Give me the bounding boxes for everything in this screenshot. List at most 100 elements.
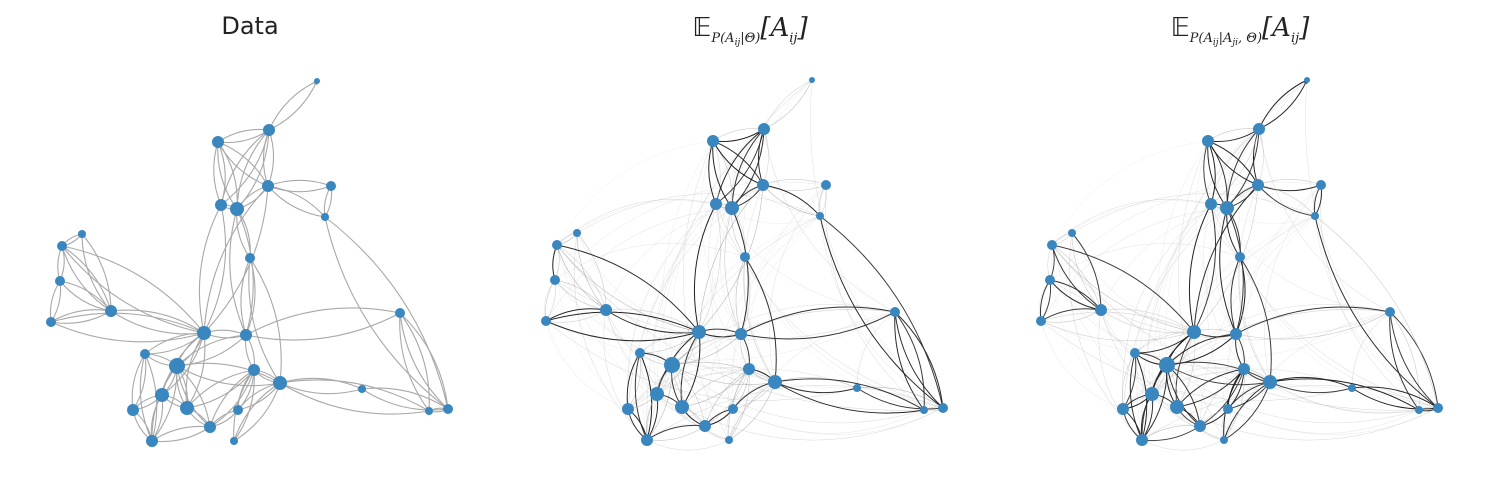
graph-node [821, 180, 831, 190]
graph-edge [712, 140, 721, 205]
graph-node [664, 357, 680, 373]
faint-edge [704, 215, 821, 427]
graph-edge [1239, 256, 1272, 383]
graph-edge [1134, 331, 1195, 354]
graph-node [55, 276, 65, 286]
graph-edge [1207, 140, 1259, 186]
graph-edge [268, 80, 318, 131]
graph-edge [361, 388, 449, 412]
graph-node [105, 305, 117, 317]
graph-edge [708, 140, 717, 205]
graph-edge [267, 184, 326, 218]
faint-edge [708, 203, 750, 370]
faint-edge [1238, 79, 1308, 258]
graph-edge [50, 312, 205, 334]
graph-node [1304, 77, 1310, 83]
graph-node [1253, 123, 1265, 135]
faint-edge [1071, 193, 1316, 234]
faint-edge [556, 244, 706, 427]
graph-node [1145, 387, 1159, 401]
graph-node [78, 230, 86, 238]
graph-node [155, 388, 169, 402]
graph-node [1385, 307, 1395, 317]
graph-edge [762, 184, 821, 217]
graph-node [1311, 212, 1319, 220]
title-close: ] [797, 13, 808, 43]
graph-node [204, 421, 216, 433]
graph-edge [819, 215, 944, 409]
graph-edge [1193, 203, 1217, 333]
graph-node [169, 358, 185, 374]
faint-edge [605, 309, 641, 354]
graph-edge [681, 368, 750, 408]
graph-node [1194, 420, 1206, 432]
faint-edge [698, 256, 746, 333]
title-close: ] [1299, 13, 1310, 43]
graph-edge [1207, 140, 1216, 205]
faint-edge [700, 140, 742, 335]
graph-edge [1166, 361, 1271, 383]
faint-edge [1051, 140, 1209, 246]
graph-edge [1257, 184, 1316, 217]
faint-edge [576, 193, 821, 234]
faint-edge [1176, 406, 1439, 441]
graph-edge [639, 331, 700, 354]
graph-edge [1051, 244, 1102, 311]
graph-edge [762, 184, 827, 191]
faint-edge [1320, 184, 1420, 411]
faint-edge [1243, 184, 1322, 370]
graph-node [180, 401, 194, 415]
graph-edge [646, 425, 706, 441]
title-rhs-sub: ij [1290, 31, 1300, 46]
graph-edge [249, 257, 282, 384]
graph-edge [217, 141, 269, 187]
graph-node [1220, 436, 1228, 444]
faint-edge [545, 207, 733, 322]
faint-edge [1051, 200, 1228, 246]
faint-edge [576, 232, 700, 333]
graph-edge [1389, 311, 1420, 411]
graph-edge [279, 382, 430, 415]
graph-node [890, 307, 900, 317]
graph-node [263, 124, 275, 136]
faint-edge [1040, 207, 1228, 322]
graph-node [1252, 179, 1264, 191]
faint-edge [627, 367, 750, 410]
graph-edge [1269, 376, 1353, 389]
faint-edge [545, 311, 896, 361]
graph-edge [671, 364, 776, 386]
graph-edge [1176, 331, 1196, 408]
graph-node [212, 136, 224, 148]
faint-edge [556, 140, 714, 246]
graph-edge [712, 140, 764, 186]
faint-edge [1100, 309, 1229, 410]
faint-edge [1071, 232, 1195, 333]
graph-node [707, 135, 719, 147]
graph-edge [819, 215, 944, 409]
title-subscript: P(Aij|Aji, Θ) [1189, 31, 1263, 48]
graph-edge [1051, 243, 1195, 333]
faint-edge [656, 372, 776, 395]
faint-edge [769, 184, 827, 383]
faint-edge [1122, 367, 1245, 410]
graph-node [1202, 135, 1214, 147]
title-e-symbol: 𝔼 [692, 13, 712, 43]
graph-node [197, 326, 211, 340]
graph-edge [1269, 381, 1420, 414]
faint-edge [1122, 309, 1391, 410]
graph-edge [220, 129, 271, 206]
graph-node [1263, 375, 1277, 389]
graph-node [140, 349, 150, 359]
graph-edge [1100, 309, 1195, 334]
faint-edge [627, 309, 896, 410]
panel-conditional-graph [1036, 77, 1443, 451]
graph-edge [1134, 331, 1195, 354]
faint-edge [1305, 79, 1439, 409]
faint-edge [641, 203, 717, 441]
graph-node [230, 437, 238, 445]
faint-edge [556, 244, 629, 410]
graph-node [622, 403, 634, 415]
graph-edge [1269, 378, 1420, 411]
graph-edge [728, 368, 750, 441]
faint-edge [1206, 128, 1260, 410]
